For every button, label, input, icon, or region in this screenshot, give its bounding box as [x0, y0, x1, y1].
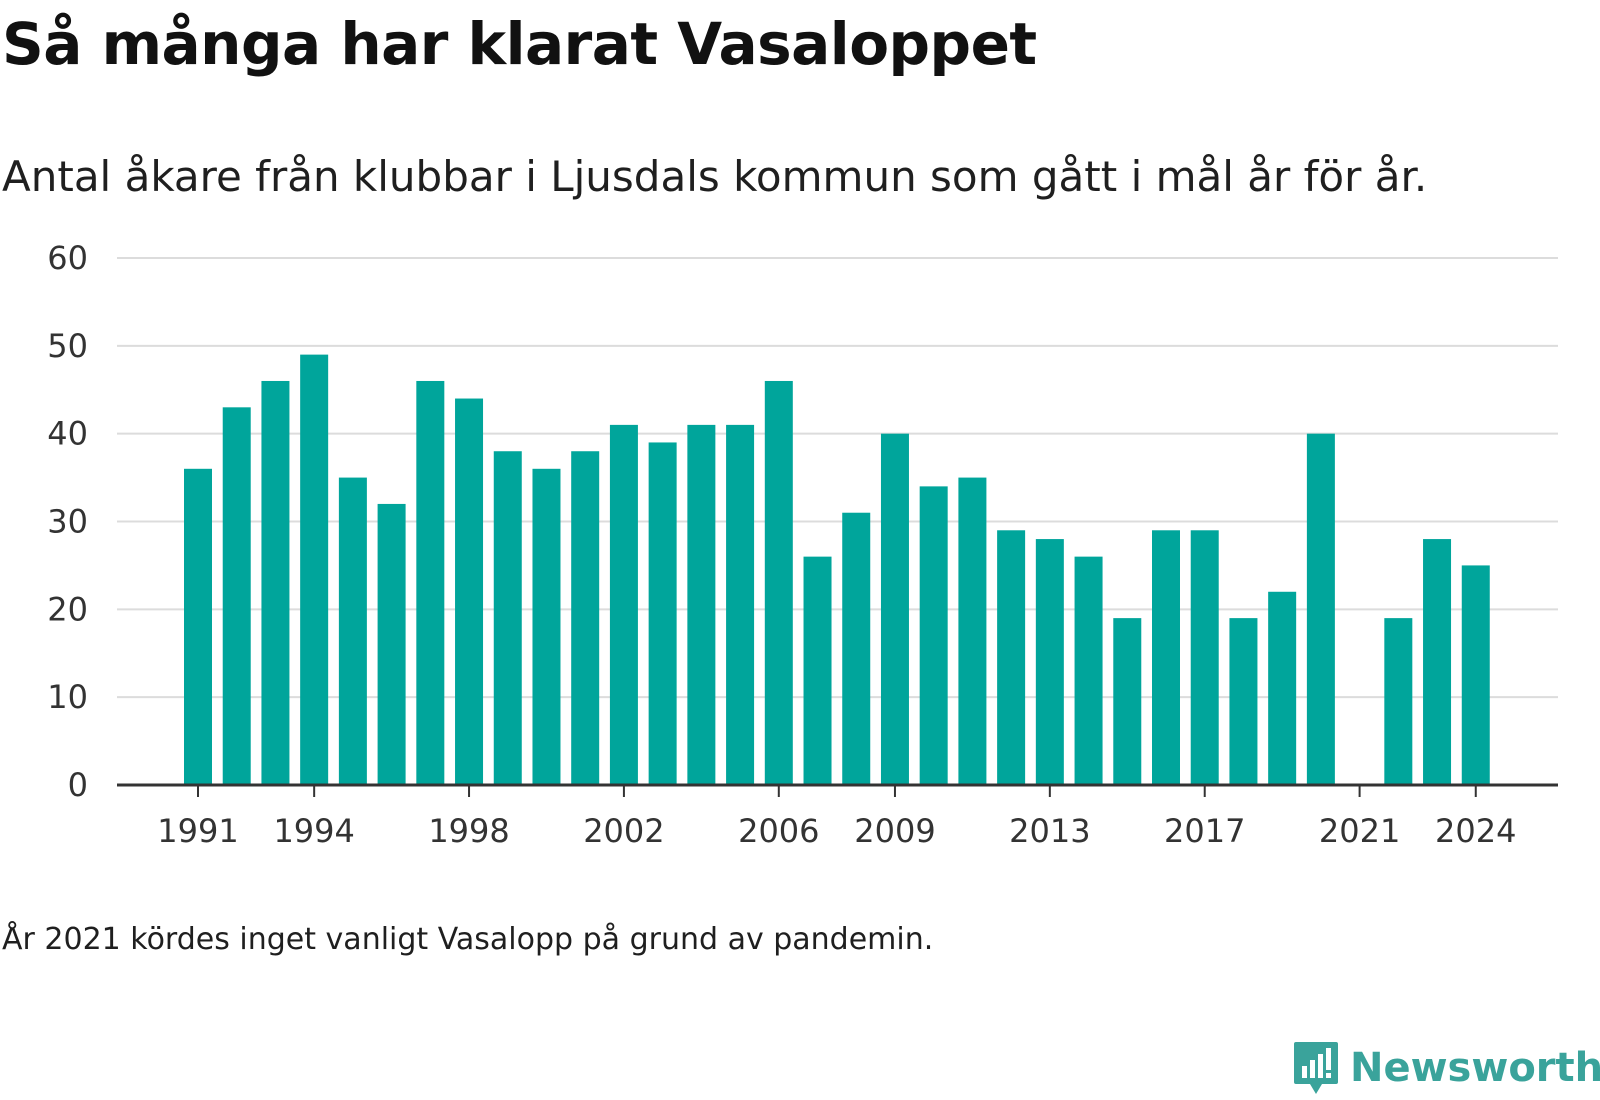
bar-1997 — [416, 380, 445, 785]
bar-2014 — [1074, 556, 1103, 785]
y-tick-label: 20 — [47, 590, 88, 628]
x-tick-label: 2021 — [1319, 812, 1400, 850]
newsworthy-logo-icon — [1294, 1042, 1338, 1094]
bar-2012 — [997, 530, 1026, 785]
x-tick-label: 2017 — [1164, 812, 1245, 850]
bar-1993 — [261, 380, 290, 785]
brand-logo: Newsworthy — [1292, 1040, 1600, 1096]
bar-2011 — [958, 477, 987, 785]
bar-1999 — [493, 451, 522, 785]
bar-2022 — [1384, 618, 1413, 785]
bar-2010 — [919, 486, 948, 785]
bar-1992 — [222, 407, 251, 785]
bar-2016 — [1152, 530, 1180, 785]
bar-2015 — [1113, 618, 1142, 785]
bar-2004 — [687, 424, 716, 785]
y-tick-label: 50 — [47, 327, 88, 365]
x-tick-label: 2024 — [1435, 812, 1516, 850]
bar-2023 — [1423, 539, 1452, 785]
chart-title: Så många har klarat Vasaloppet — [2, 10, 1037, 78]
y-tick-label: 30 — [47, 503, 88, 541]
bar-2017 — [1190, 530, 1219, 785]
x-tick-label: 1991 — [157, 812, 238, 850]
y-tick-label: 60 — [47, 239, 88, 277]
bar-2009 — [880, 433, 909, 785]
y-tick-label: 40 — [47, 415, 88, 453]
x-tick-label: 1994 — [273, 812, 354, 850]
bar-2003 — [648, 442, 677, 785]
brand-name: Newsworthy — [1350, 1045, 1600, 1091]
bar-1995 — [338, 477, 367, 785]
bar-2006 — [764, 380, 793, 785]
bar-2007 — [803, 556, 832, 785]
bar-2019 — [1268, 591, 1297, 785]
bar-2018 — [1229, 618, 1258, 785]
bar-2020 — [1306, 433, 1335, 785]
x-tick-label: 1998 — [428, 812, 509, 850]
bar-2001 — [571, 451, 600, 785]
x-tick-label: 2013 — [1009, 812, 1090, 850]
bar-1991 — [184, 468, 212, 785]
x-tick-label: 2002 — [583, 812, 664, 850]
bar-2000 — [532, 468, 561, 785]
footnote: År 2021 kördes inget vanligt Vasalopp på… — [2, 922, 934, 957]
bar-1996 — [377, 503, 406, 785]
bar-1994 — [300, 354, 329, 785]
bar-2008 — [842, 512, 871, 785]
bar-1998 — [455, 398, 484, 785]
y-tick-label: 0 — [68, 766, 88, 804]
y-tick-label: 10 — [47, 678, 88, 716]
bar-2013 — [1035, 539, 1064, 785]
chart-subtitle: Antal åkare från klubbar i Ljusdals komm… — [2, 152, 1428, 201]
x-tick-label: 2006 — [738, 812, 819, 850]
bar-2005 — [726, 424, 755, 785]
bar-2024 — [1461, 565, 1490, 785]
x-tick-label: 2009 — [854, 812, 935, 850]
bar-2002 — [609, 424, 638, 785]
bar-chart: 0 10 20 30 40 50 60 1991 1994 1998 2002 2006 2009 201… — [47, 239, 1558, 850]
